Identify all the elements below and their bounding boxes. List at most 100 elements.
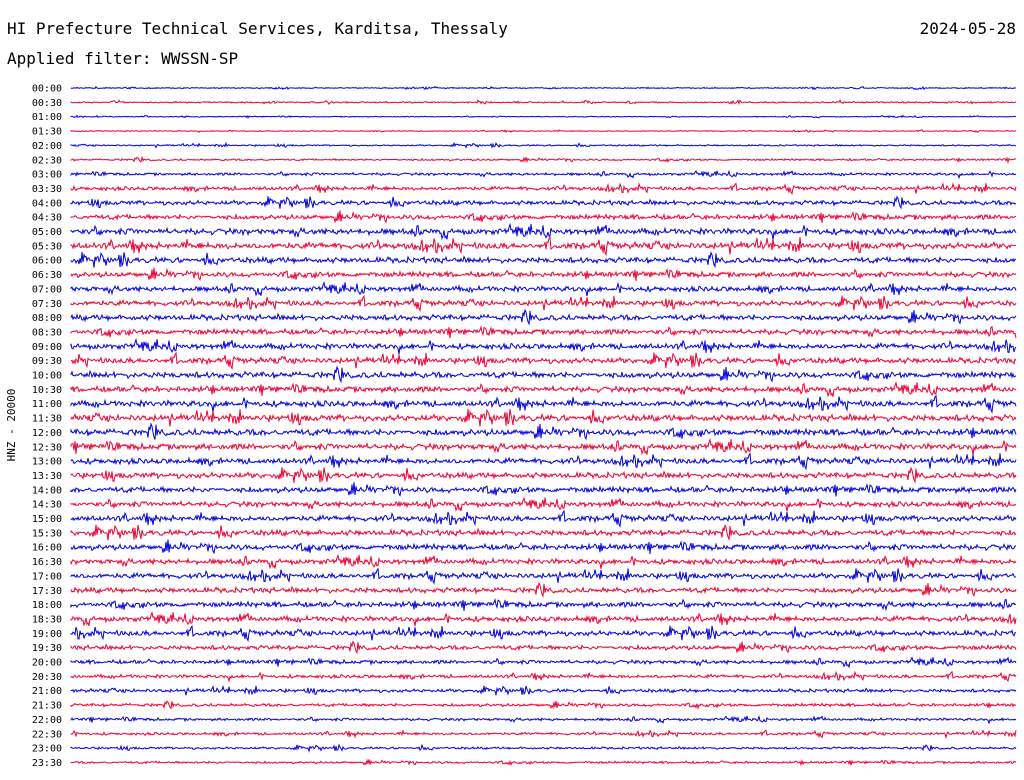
trace-line-2100 (70, 685, 1017, 696)
time-tick-label: 08:00 (32, 313, 62, 324)
time-tick-label: 16:30 (32, 557, 62, 568)
trace-line-1930 (70, 640, 1017, 655)
time-tick-label: 05:00 (32, 227, 62, 238)
time-tick-label: 19:30 (32, 643, 62, 654)
trace-line-1600 (70, 539, 1017, 555)
time-tick-label: 14:00 (32, 485, 62, 496)
trace-line-2200 (70, 714, 1017, 725)
time-tick-label: 01:00 (32, 112, 62, 123)
time-tick-label: 23:00 (32, 744, 62, 755)
time-tick-label: 18:30 (32, 614, 62, 625)
trace-line-1630 (70, 553, 1017, 570)
time-tick-label: 00:30 (32, 98, 62, 109)
trace-line-1530 (70, 523, 1017, 542)
time-tick-label: 09:30 (32, 356, 62, 367)
trace-line-1900 (70, 624, 1017, 643)
trace-line-2230 (70, 729, 1017, 740)
trace-line-1200 (70, 422, 1017, 441)
trace-line-0900 (70, 337, 1017, 355)
trace-line-0500 (70, 222, 1017, 241)
trace-line-0000 (70, 85, 1016, 91)
trace-line-1400 (70, 482, 1017, 497)
time-tick-label: 00:00 (32, 84, 62, 95)
trace-line-0100 (70, 114, 1017, 119)
time-tick-label: 23:30 (32, 758, 62, 769)
time-tick-label: 10:00 (32, 371, 62, 382)
time-tick-label: 10:30 (32, 385, 62, 396)
time-tick-label: 17:00 (32, 571, 62, 582)
trace-line-0430 (70, 210, 1017, 224)
trace-line-1100 (70, 394, 1017, 414)
time-tick-label: 04:00 (32, 198, 62, 209)
trace-line-1830 (70, 611, 1017, 627)
trace-line-0400 (70, 195, 1017, 210)
trace-line-2300 (70, 743, 1017, 753)
time-tick-label: 07:30 (32, 299, 62, 310)
trace-line-0230 (70, 155, 1017, 164)
time-tick-label: 15:30 (32, 528, 62, 539)
trace-line-0300 (70, 169, 1017, 180)
time-tick-label: 07:00 (32, 284, 62, 295)
trace-line-1500 (70, 509, 1017, 528)
channel-label: HNZ - 20000 (5, 389, 18, 462)
trace-line-0830 (70, 325, 1017, 339)
trace-line-0530 (70, 235, 1017, 257)
time-tick-label: 02:30 (32, 155, 62, 166)
trace-line-0200 (70, 141, 1017, 149)
trace-line-1800 (70, 598, 1017, 612)
trace-line-2330 (70, 758, 1017, 767)
time-tick-label: 12:00 (32, 428, 62, 439)
time-labels: 00:00 00:30 01:00 01:30 02:00 02:30 03:00 03:30… (32, 84, 62, 769)
time-tick-label: 18:00 (32, 600, 62, 611)
time-tick-label: 05:30 (32, 241, 62, 252)
time-tick-label: 14:30 (32, 500, 62, 511)
trace-line-0630 (70, 267, 1017, 282)
trace-line-1430 (70, 496, 1017, 512)
time-tick-label: 21:00 (32, 686, 62, 697)
time-tick-label: 19:00 (32, 629, 62, 640)
trace-line-1130 (70, 408, 1017, 427)
time-tick-label: 03:30 (32, 184, 62, 195)
time-tick-label: 15:00 (32, 514, 62, 525)
trace-line-1730 (70, 581, 1017, 598)
trace-line-2130 (70, 700, 1016, 710)
trace-line-0600 (70, 251, 1016, 269)
time-tick-label: 06:00 (32, 256, 62, 267)
time-tick-label: 06:30 (32, 270, 62, 281)
time-tick-label: 01:30 (32, 127, 62, 138)
time-tick-label: 09:00 (32, 342, 62, 353)
time-tick-label: 11:30 (32, 414, 62, 425)
trace-line-0930 (70, 351, 1017, 371)
trace-line-1000 (70, 365, 1017, 384)
time-tick-label: 20:00 (32, 658, 62, 669)
trace-line-0130 (70, 129, 1017, 134)
trace-line-1030 (70, 380, 1017, 398)
trace-line-2000 (70, 656, 1017, 669)
time-tick-label: 02:00 (32, 141, 62, 152)
trace-line-0730 (70, 294, 1017, 313)
trace-line-0800 (70, 308, 1017, 326)
trace-group (70, 85, 1017, 767)
time-tick-label: 04:30 (32, 213, 62, 224)
time-tick-label: 03:00 (32, 170, 62, 181)
time-tick-label: 20:30 (32, 672, 62, 683)
record-date: 2024-05-28 (919, 19, 1016, 38)
trace-line-1700 (70, 567, 1017, 585)
trace-line-0330 (70, 182, 1017, 195)
time-tick-label: 16:00 (32, 543, 62, 554)
filter-label: Applied filter: WWSSN-SP (7, 49, 239, 68)
trace-line-0700 (70, 280, 1017, 297)
trace-line-0030 (70, 99, 1017, 106)
time-tick-label: 11:00 (32, 399, 62, 410)
time-tick-label: 17:30 (32, 586, 62, 597)
station-title: HI Prefecture Technical Services, Kardit… (7, 19, 508, 38)
time-tick-label: 13:30 (32, 471, 62, 482)
time-tick-label: 12:30 (32, 442, 62, 453)
time-tick-label: 22:30 (32, 729, 62, 740)
time-tick-label: 08:30 (32, 327, 62, 338)
time-tick-label: 13:00 (32, 457, 62, 468)
trace-line-1300 (70, 452, 1017, 471)
time-tick-label: 22:00 (32, 715, 62, 726)
trace-line-1230 (70, 437, 1017, 456)
